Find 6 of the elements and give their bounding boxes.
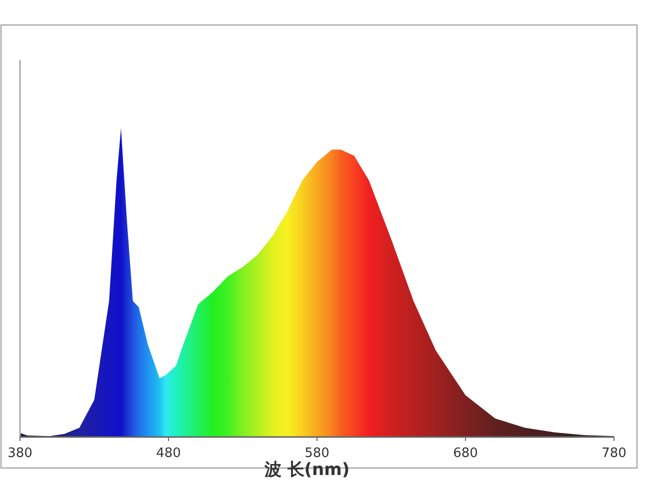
x-tick-label: 780 bbox=[602, 446, 626, 461]
x-tick-label: 680 bbox=[453, 446, 478, 461]
x-tick-label: 580 bbox=[304, 446, 330, 461]
x-tick-label: 480 bbox=[156, 446, 181, 461]
x-axis-title: 波 长(nm) bbox=[263, 460, 350, 480]
x-tick-label: 380 bbox=[8, 446, 32, 461]
